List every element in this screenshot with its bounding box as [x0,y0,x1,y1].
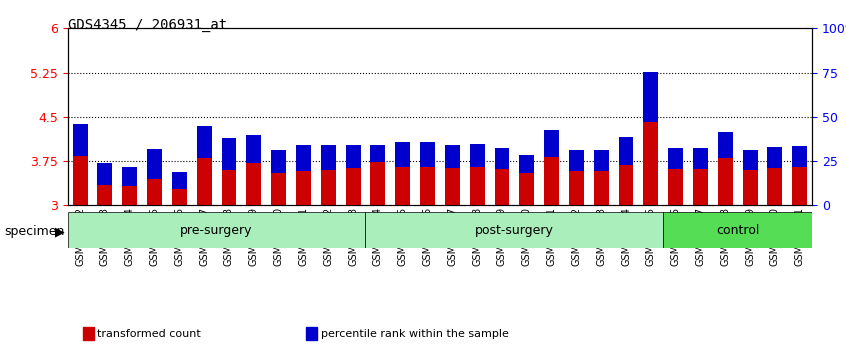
Bar [147,149,162,179]
Bar [73,156,87,205]
Bar [97,164,113,185]
Bar [693,148,708,169]
Text: percentile rank within the sample: percentile rank within the sample [321,329,508,339]
Bar [420,142,435,167]
Bar [718,158,733,205]
Bar [668,169,683,205]
Bar [644,72,658,121]
Bar [272,150,286,173]
Bar [767,168,783,205]
Bar [371,144,385,162]
Bar [222,138,236,170]
Bar [767,147,783,168]
Bar [594,171,608,205]
FancyBboxPatch shape [68,212,365,248]
Bar [147,179,162,205]
Bar [743,150,757,170]
Bar [618,165,634,205]
Bar [569,150,584,171]
Bar [420,167,435,205]
Text: transformed count: transformed count [97,329,201,339]
Text: ▶: ▶ [55,225,64,238]
Bar [445,167,459,205]
FancyBboxPatch shape [365,212,663,248]
Bar [371,162,385,205]
Bar [296,144,310,171]
Text: control: control [716,224,760,236]
Bar [594,150,608,171]
Bar [395,167,410,205]
Bar [544,130,559,157]
Bar [246,135,261,163]
Bar [519,173,534,205]
Bar [97,185,113,205]
FancyBboxPatch shape [663,212,812,248]
Text: pre-surgery: pre-surgery [180,224,253,236]
Bar [495,148,509,169]
Bar [793,146,807,167]
Bar [346,144,360,167]
Bar [519,155,534,173]
Bar [445,144,459,167]
Bar [172,172,187,189]
Bar [644,121,658,205]
Bar [246,163,261,205]
Bar [346,167,360,205]
Bar [618,137,634,165]
Bar [544,157,559,205]
Bar [321,145,336,170]
Bar [668,148,683,169]
Bar [123,167,137,187]
Bar [693,169,708,205]
Bar [296,171,310,205]
Text: specimen: specimen [4,225,64,238]
Bar [321,170,336,205]
Bar [569,171,584,205]
Bar [743,170,757,205]
Bar [306,327,317,340]
Bar [470,167,485,205]
Bar [395,142,410,167]
Bar [222,170,236,205]
Bar [793,167,807,205]
Bar [272,173,286,205]
Bar [73,124,87,156]
Bar [123,187,137,205]
Bar [172,189,187,205]
Bar [197,158,212,205]
Bar [470,144,485,167]
Bar [83,327,94,340]
Bar [718,132,733,158]
Text: post-surgery: post-surgery [475,224,554,236]
Bar [495,169,509,205]
Bar [197,126,212,158]
Text: GDS4345 / 206931_at: GDS4345 / 206931_at [68,18,227,32]
